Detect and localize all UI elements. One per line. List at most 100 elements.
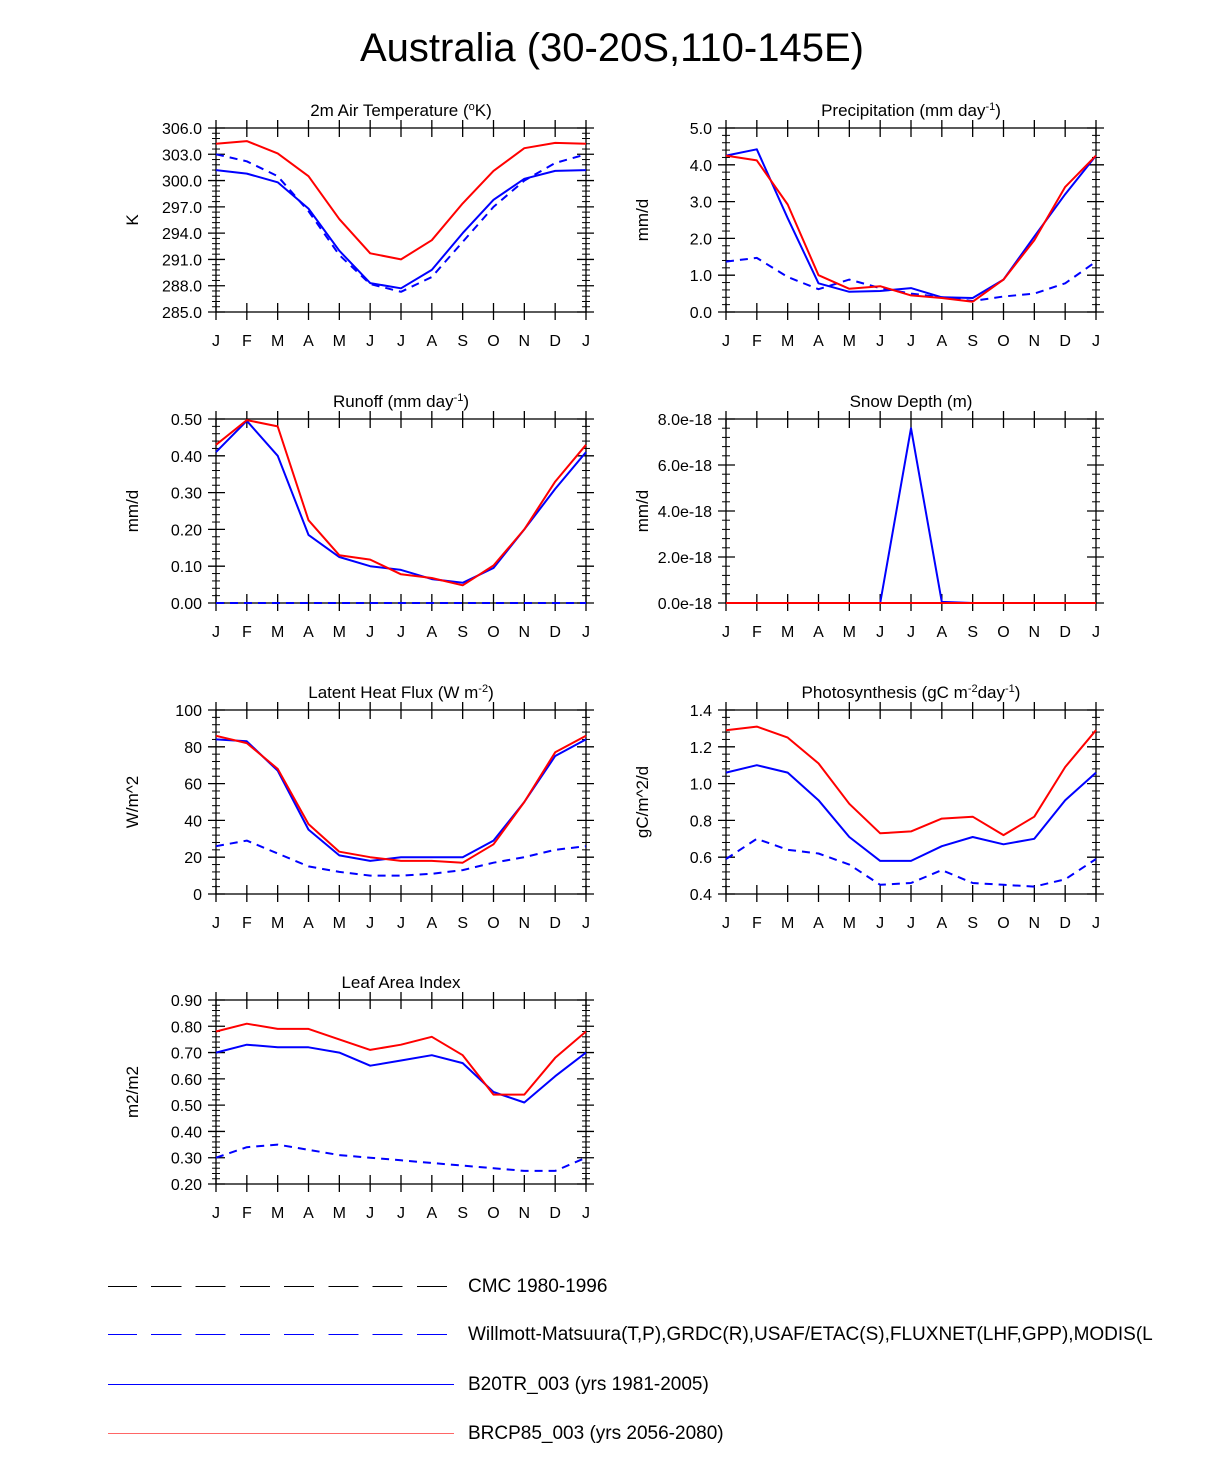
figure-title: Australia (30-20S,110-145E) [360,26,864,70]
x-tick-label: D [549,333,561,350]
y-tick-label: 6.0e-18 [658,458,712,475]
x-tick-label: J [582,333,590,350]
series-line-observations [725,837,1097,888]
x-tick-label: S [457,333,468,350]
y-tick-label: 0.80 [171,1019,202,1036]
x-tick-label: O [487,1205,499,1222]
chart-panel-1: 2m Air Temperature (oK) J F M A M J J A S O N D J 285.… [123,101,594,350]
x-tick-label: M [333,333,346,350]
x-tick-label: D [1059,624,1071,641]
x-tick-label: J [876,624,884,641]
x-tick-label: M [271,624,284,641]
x-tick-label: M [333,915,346,932]
x-tick-label: N [519,915,531,932]
y-tick-label: 20 [184,850,202,867]
x-tick-label: M [271,333,284,350]
x-tick-label: D [549,915,561,932]
x-tick-label: J [1092,915,1100,932]
x-tick-label: S [967,624,978,641]
y-tick-label: 8.0e-18 [658,412,712,429]
plot-frame [725,127,1097,313]
y-tick-label: 285.0 [162,305,202,322]
x-tick-label: F [242,333,252,350]
x-tick-label: J [722,333,730,350]
panel-title-superscript: -1 [1005,683,1015,695]
chart-panel-4: Snow Depth (m) J F M A M J J A S O N D J 0.0e-18 2.0e-1… [633,392,1104,641]
y-tick-label: 297.0 [162,200,202,217]
y-tick-label: 0.4 [690,887,712,904]
y-tick-label: 0 [193,887,202,904]
y-tick-label: 294.0 [162,226,202,243]
y-tick-label: 306.0 [162,121,202,138]
x-tick-label: A [813,333,824,350]
y-tick-label: 0.6 [690,850,712,867]
x-tick-label: A [426,333,437,350]
series-line-b20tr [215,1043,587,1104]
x-tick-label: A [303,333,314,350]
panel-title-text: Photosynthesis (gC m [802,683,968,702]
x-tick-label: M [843,624,856,641]
y-tick-label: 0.40 [171,1124,202,1141]
panel-title: Snow Depth (m) [850,392,973,411]
panel-title: Leaf Area Index [341,973,461,992]
x-tick-label: S [457,1205,468,1222]
x-tick-label: J [1092,333,1100,350]
x-tick-label: J [907,333,915,350]
x-tick-label: J [366,915,374,932]
x-tick-label: J [1092,624,1100,641]
panel-title-text: Snow Depth (m) [850,392,973,411]
x-tick-label: S [967,915,978,932]
series-line-brcp85 [215,419,587,587]
y-tick-label: 1.4 [690,703,712,720]
panel-title: Runoff (mm day-1) [333,392,469,411]
y-tick-label: 0.30 [171,1151,202,1168]
x-tick-label: A [813,915,824,932]
x-tick-label: M [333,1205,346,1222]
y-tick-label: 0.20 [171,1177,202,1194]
panel-title-text: Leaf Area Index [341,973,461,992]
y-axis-label: mm/d [633,490,652,533]
x-tick-label: J [366,333,374,350]
y-tick-label: 291.0 [162,252,202,269]
y-tick-label: 5.0 [690,121,712,138]
x-tick-label: S [457,915,468,932]
y-axis-label: mm/d [123,490,142,533]
x-tick-label: J [397,915,405,932]
x-tick-label: N [519,624,531,641]
y-tick-label: 303.0 [162,147,202,164]
x-tick-label: A [303,915,314,932]
y-tick-label: 1.0 [690,777,712,794]
panel-title-text: ) [995,101,1001,120]
x-tick-label: J [397,333,405,350]
x-tick-label: D [549,624,561,641]
panel-title-text: K) [475,101,492,120]
y-tick-label: 288.0 [162,279,202,296]
series-line-observations [215,153,587,293]
y-tick-label: 0.0e-18 [658,596,712,613]
panel-title-text: 2m Air Temperature ( [310,101,469,120]
x-tick-label: O [487,333,499,350]
x-tick-label: N [1029,624,1041,641]
chart-panel-2: Precipitation (mm day-1) J F M A M J J A S O N D J 0.0… [633,101,1104,350]
series-line-brcp85 [725,725,1097,837]
y-tick-label: 0.00 [171,596,202,613]
y-tick-label: 40 [184,813,202,830]
panel-title-text: ) [463,392,469,411]
x-tick-label: M [781,624,794,641]
y-tick-label: 0.10 [171,559,202,576]
chart-panel-3: Runoff (mm day-1) J F M A M J J A S O N D J 0.00 0.10 0.… [123,392,594,641]
x-tick-label: M [271,915,284,932]
x-tick-label: J [876,915,884,932]
x-tick-label: J [722,915,730,932]
plot-frame [215,418,587,604]
x-tick-label: D [1059,915,1071,932]
panel-title-text: ) [1015,683,1021,702]
x-tick-label: M [843,333,856,350]
y-axis-label: mm/d [633,199,652,242]
y-tick-label: 1.2 [690,740,712,757]
x-tick-label: J [366,1205,374,1222]
series-line-b20tr [215,738,587,862]
series-line-brcp85 [725,154,1097,303]
x-tick-label: S [457,624,468,641]
y-axis-label: K [123,214,142,226]
